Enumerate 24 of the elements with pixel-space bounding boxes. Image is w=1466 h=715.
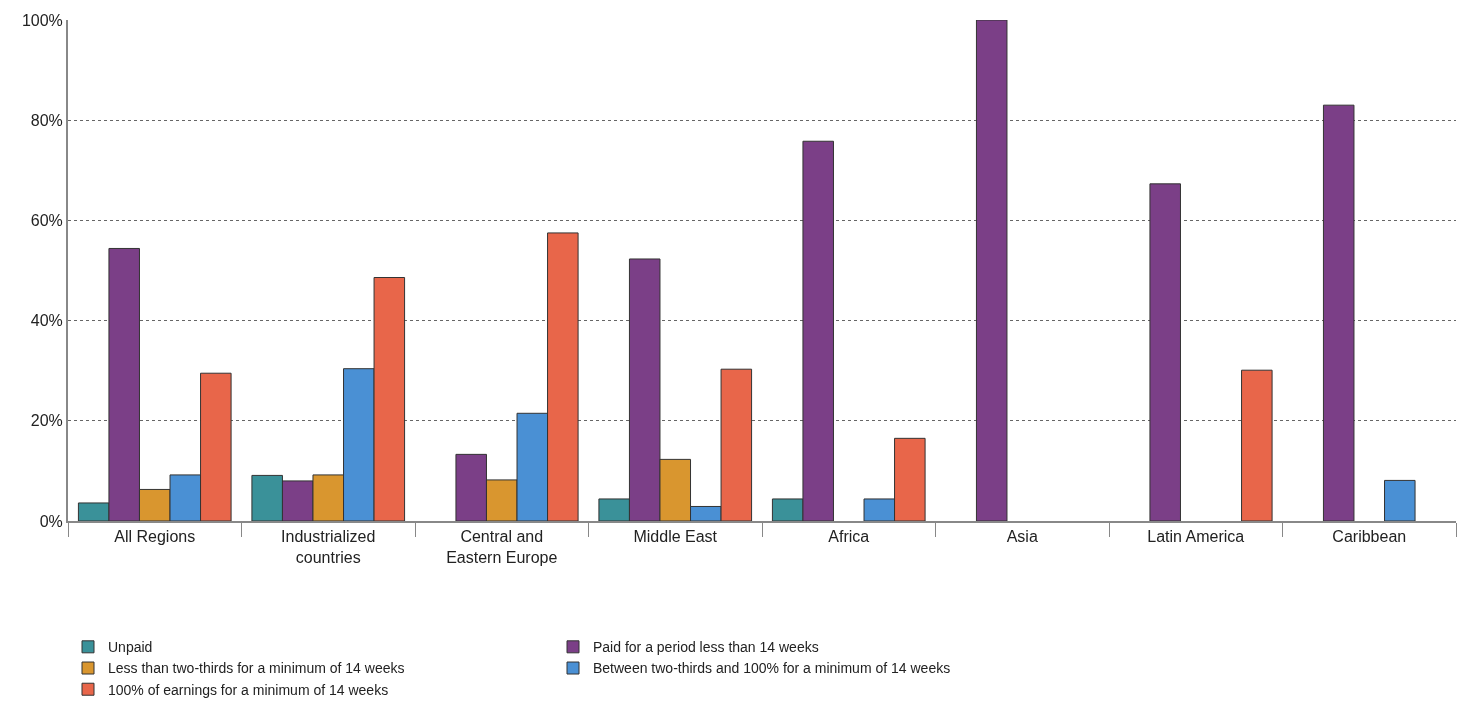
x-tick-label: Industrialized countries <box>281 528 376 566</box>
bar <box>975 20 1008 521</box>
y-tick-label: 40% <box>30 312 63 330</box>
x-tick-label: Latin America <box>1147 528 1245 546</box>
bar <box>1322 104 1355 521</box>
y-tick-label: 80% <box>30 111 63 129</box>
legend-label: Less than two-thirds for a minimum of 14 weeks <box>108 660 405 677</box>
y-tick-label: 0% <box>39 512 63 530</box>
x-tick-label: All Regions <box>114 528 196 546</box>
bar <box>1149 183 1181 521</box>
legend-label: Unpaid <box>108 639 153 656</box>
x-tick-label: Middle East <box>633 528 718 546</box>
y-tick-label: 60% <box>30 212 63 229</box>
x-tick-label: Asia <box>1006 528 1038 546</box>
y-tick-label: 20% <box>30 412 63 430</box>
legend-label: 100% of earnings for a minimum of 14 weeks <box>108 681 389 698</box>
bar <box>1384 479 1416 521</box>
legend-label: Paid for a period less than 14 weeks <box>593 639 819 656</box>
x-tick-label: Caribbean <box>1332 528 1407 546</box>
y-tick-label: 100% <box>21 11 63 29</box>
legend-label: Between two-thirds and 100% for a minimum of 14 weeks <box>593 660 951 677</box>
bar <box>1241 369 1273 521</box>
x-tick-label: Africa <box>828 528 870 546</box>
x-tick-label: Central and Eastern Europe <box>446 528 558 566</box>
